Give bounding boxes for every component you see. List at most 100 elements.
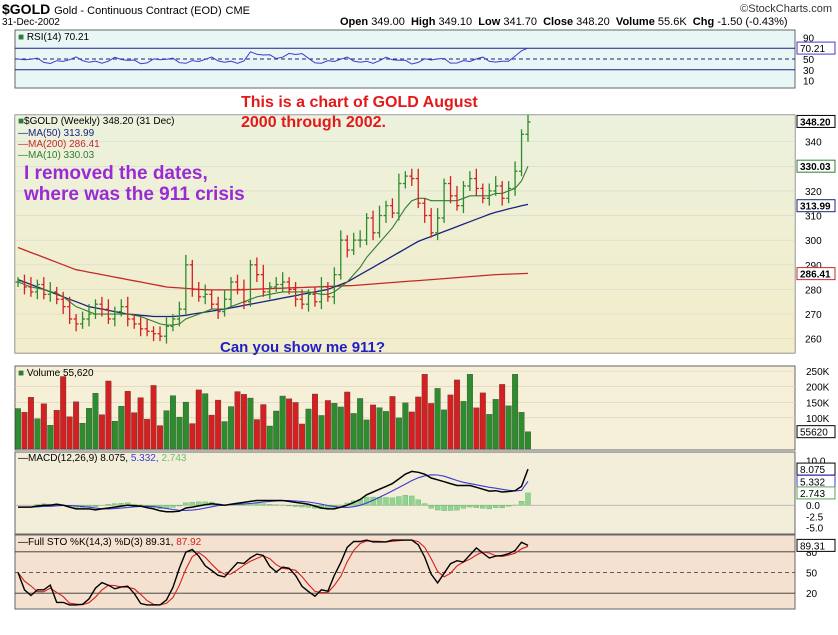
volume-tag-label: 55620 — [800, 428, 828, 439]
price-tag-label: 330.03 — [800, 162, 831, 173]
sto-tick-label: 80 — [806, 548, 818, 559]
volume-bar — [189, 423, 196, 450]
macd-histogram-bar — [441, 505, 447, 511]
volume-bar — [60, 376, 67, 450]
volume-bar — [137, 397, 144, 450]
volume-bar — [505, 405, 512, 450]
price-tag-box — [796, 159, 836, 173]
macd-histogram-bar — [486, 505, 492, 510]
volume-bar — [447, 394, 454, 450]
volume-bar — [221, 421, 228, 450]
volume-bar — [150, 385, 157, 450]
macd-histogram-bar — [460, 505, 467, 509]
macd-tag-box — [796, 486, 836, 500]
ma10-legend: —MA(10) 330.03 — [18, 150, 95, 161]
macd-histogram-bar — [396, 496, 402, 506]
volume-bar — [486, 414, 493, 450]
macd-histogram-bar — [196, 501, 202, 506]
macd-tick-label: -5.0 — [806, 524, 824, 535]
volume-bar — [292, 402, 299, 450]
volume-bar — [144, 418, 151, 450]
macd-histogram-bar — [105, 504, 112, 506]
macd-tick-label: -2.5 — [806, 512, 824, 523]
rsi-series — [17, 47, 529, 65]
volume-bar — [344, 391, 351, 450]
volume-bar — [434, 388, 441, 450]
price-tick-label: 320 — [805, 187, 822, 198]
rsi-legend: ■ RSI(14) 70.21 — [18, 32, 90, 43]
macd-tag-label: 8.075 — [800, 465, 825, 476]
macd-histogram-bar — [402, 495, 408, 506]
volume-bar — [518, 412, 525, 450]
price-tick-label: 340 — [805, 138, 822, 149]
volume-bar — [460, 401, 467, 450]
macd-histogram-bar — [383, 497, 389, 506]
volume-bar — [73, 401, 80, 450]
volume-bar — [525, 431, 531, 450]
volume-bar — [428, 403, 435, 450]
volume-bar — [395, 417, 402, 450]
annotation-bottom-question: Can you show me 911? — [220, 339, 386, 356]
brand-logo: ©StockCharts.com — [740, 3, 832, 15]
volume-bar — [240, 394, 247, 450]
macd-histogram-bar — [170, 505, 176, 508]
price-tag-box — [796, 267, 836, 281]
macd-histogram-bar — [267, 504, 273, 506]
volume-bar — [208, 414, 215, 450]
macd-tick-label: 10.0 — [806, 456, 826, 467]
volume-bar — [279, 395, 286, 450]
volume-bar — [15, 408, 21, 450]
volume-bar — [350, 413, 357, 450]
rsi-tick-label: 10 — [803, 77, 815, 88]
annotation-question-line1: I removed the dates, — [24, 163, 208, 184]
volume-bar — [124, 390, 131, 450]
macd-histogram-bar — [473, 505, 480, 508]
volume-bar — [318, 415, 325, 450]
volume-bar — [389, 396, 396, 450]
volume-bar — [402, 402, 409, 450]
sto-tick-label: 20 — [806, 589, 818, 600]
volume-bar — [266, 425, 273, 450]
volume-bar — [363, 419, 370, 450]
volume-bar — [131, 412, 138, 450]
macd-histogram-bar — [112, 503, 118, 506]
macd-tag-label: 2.743 — [800, 489, 825, 500]
price-tag-box — [796, 114, 836, 128]
volume-bar — [21, 412, 28, 450]
ma200-line — [17, 246, 529, 291]
macd-histogram-bar — [292, 505, 299, 507]
macd-histogram-bar — [183, 502, 189, 506]
macd-histogram-bar — [428, 505, 434, 509]
volume-bar — [92, 393, 99, 450]
volume-bar — [66, 416, 73, 450]
volume-bar — [98, 414, 105, 450]
volume-bar — [331, 403, 338, 450]
macd-histogram-bar — [434, 505, 441, 511]
volume-bar — [370, 404, 377, 450]
volume-tag-box — [796, 425, 836, 439]
volume-bar — [34, 418, 41, 450]
chart-date: 31-Dec-2002 — [2, 17, 60, 28]
annotation-question-line2: where was the 911 crisis — [24, 184, 245, 205]
volume-bar — [376, 407, 383, 450]
sto-tick-label: 50 — [806, 569, 818, 580]
macd-histogram-bar — [305, 505, 312, 508]
annotation-title-line2: 2000 through 2002. — [241, 114, 386, 131]
price-tick-label: 300 — [805, 236, 822, 247]
macd-histogram-bar — [389, 497, 396, 506]
volume-bar — [111, 420, 118, 450]
volume-bar — [454, 379, 460, 450]
volume-bar — [157, 425, 163, 450]
volume-bar — [299, 423, 306, 450]
volume-bar — [441, 409, 448, 450]
macd-histogram-bar — [299, 505, 305, 508]
macd-histogram-bar — [415, 499, 421, 506]
ma50-legend: —MA(50) 313.99 — [18, 128, 95, 139]
macd-histogram-bar — [480, 505, 486, 509]
ma10-line — [17, 166, 529, 326]
volume-bar — [27, 397, 34, 450]
macd-histogram-bar — [447, 505, 454, 511]
volume-bar — [215, 399, 222, 450]
volume-tick-label: 200K — [806, 383, 830, 394]
